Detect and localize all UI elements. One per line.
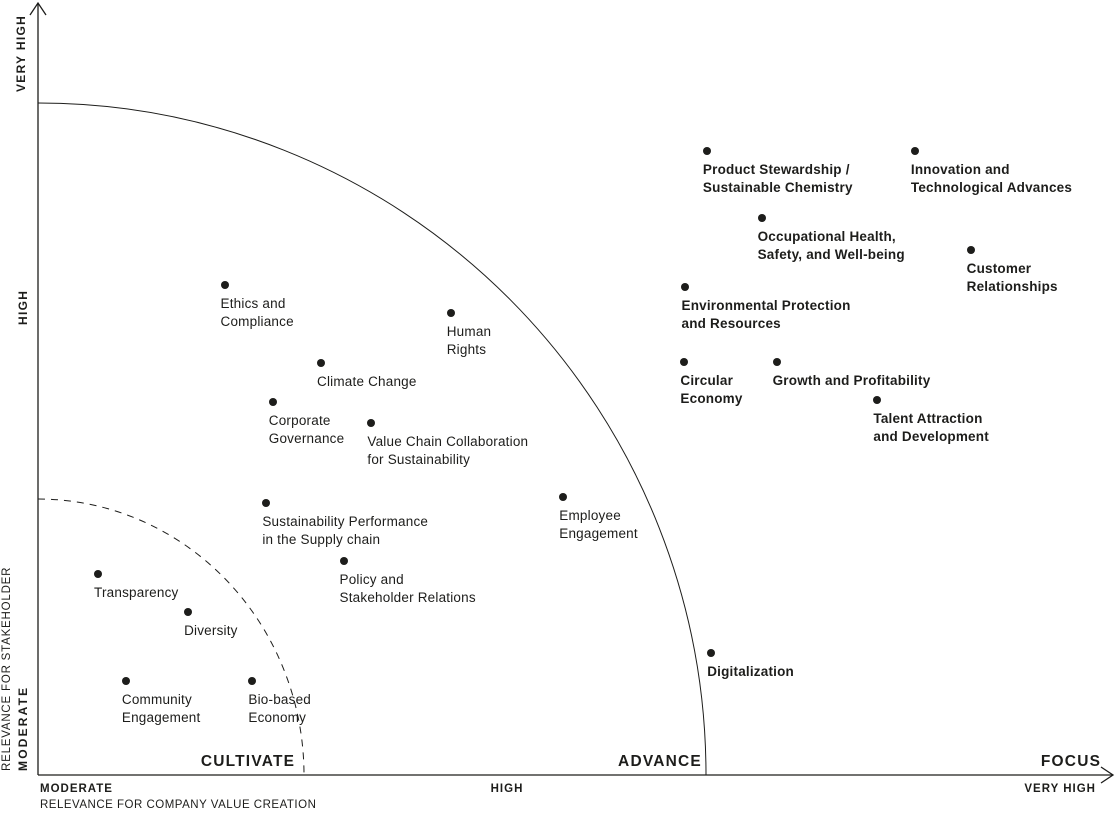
y-axis-tick-high: HIGH xyxy=(16,289,30,325)
data-point-label: Community Engagement xyxy=(121,692,201,726)
x-axis-arrowhead xyxy=(1100,766,1115,784)
data-point-dot xyxy=(681,282,690,291)
data-point-label: Environmental Protection and Resources xyxy=(681,297,851,331)
data-point-dot xyxy=(702,147,711,156)
data-point-label: Growth and Profitability xyxy=(772,372,931,388)
zone-label-cultivate: CULTIVATE xyxy=(200,753,296,770)
data-point-label: Customer Relationships xyxy=(966,261,1058,295)
data-point-dot xyxy=(268,398,277,407)
outer-zone-arc xyxy=(37,102,707,776)
y-axis-title: RELEVANCE FOR STAKEHOLDER xyxy=(1,566,13,771)
data-point-label: Occupational Health, Safety, and Well-bei… xyxy=(757,228,905,262)
data-point-dot xyxy=(317,358,325,367)
data-point-dot xyxy=(220,281,229,290)
data-point-label: Talent Attraction and Development xyxy=(873,410,989,444)
data-point-dot xyxy=(757,213,766,222)
data-point-label: Digitalization xyxy=(707,664,795,680)
data-point-dot xyxy=(184,608,193,617)
data-point-label: Value Chain Collaboration for Sustainabil… xyxy=(367,434,529,468)
data-point-dot xyxy=(367,419,376,428)
data-point-dot xyxy=(966,246,975,255)
data-point-dot xyxy=(446,309,455,318)
x-axis-title: RELEVANCE FOR COMPANY VALUE CREATION xyxy=(40,799,317,811)
data-point-dot xyxy=(772,357,781,366)
data-point-dot xyxy=(680,357,689,366)
y-axis-tick-moderate: MODERATE xyxy=(16,685,30,771)
inner-zone-arc xyxy=(37,498,305,776)
x-axis-tick-very-high: VERY HIGH xyxy=(1024,783,1096,795)
zone-label-advance: ADVANCE xyxy=(618,753,702,770)
data-point-dot xyxy=(559,492,568,501)
x-axis-tick-moderate: MODERATE xyxy=(40,783,113,795)
data-point-label: Product Stewardship / Sustainable Chemist… xyxy=(702,162,853,196)
data-point-label: Sustainability Performance in the Supply … xyxy=(262,513,429,547)
data-point-dot xyxy=(707,649,716,658)
data-point-dot xyxy=(248,677,257,686)
data-point-label: Diversity xyxy=(184,623,238,639)
data-point-label: Innovation and Technological Advances xyxy=(910,162,1073,196)
data-point-label: Policy and Stakeholder Relations xyxy=(339,572,476,606)
data-point-label: Climate Change xyxy=(317,373,417,389)
data-point-label: Transparency xyxy=(94,585,179,601)
data-point-label: Ethics and Compliance xyxy=(220,296,294,330)
data-point-label: Employee Engagement xyxy=(559,507,638,541)
y-axis-arrowhead xyxy=(29,1,47,16)
x-axis-tick-high: HIGH xyxy=(490,783,524,795)
data-point-dot xyxy=(262,498,271,507)
data-point-label: Bio-based Economy xyxy=(248,692,311,726)
data-point-dot xyxy=(121,677,130,686)
data-point-dot xyxy=(339,557,348,566)
y-axis-tick-very-high: VERY HIGH xyxy=(14,14,28,92)
data-point-label: Corporate Governance xyxy=(268,413,345,447)
data-point-label: Circular Economy xyxy=(680,372,743,406)
data-point-label: Human Rights xyxy=(446,324,492,358)
zone-label-focus: FOCUS xyxy=(1040,753,1102,770)
data-point-dot xyxy=(873,395,882,404)
data-point-dot xyxy=(94,570,103,579)
data-point-dot xyxy=(910,147,919,156)
